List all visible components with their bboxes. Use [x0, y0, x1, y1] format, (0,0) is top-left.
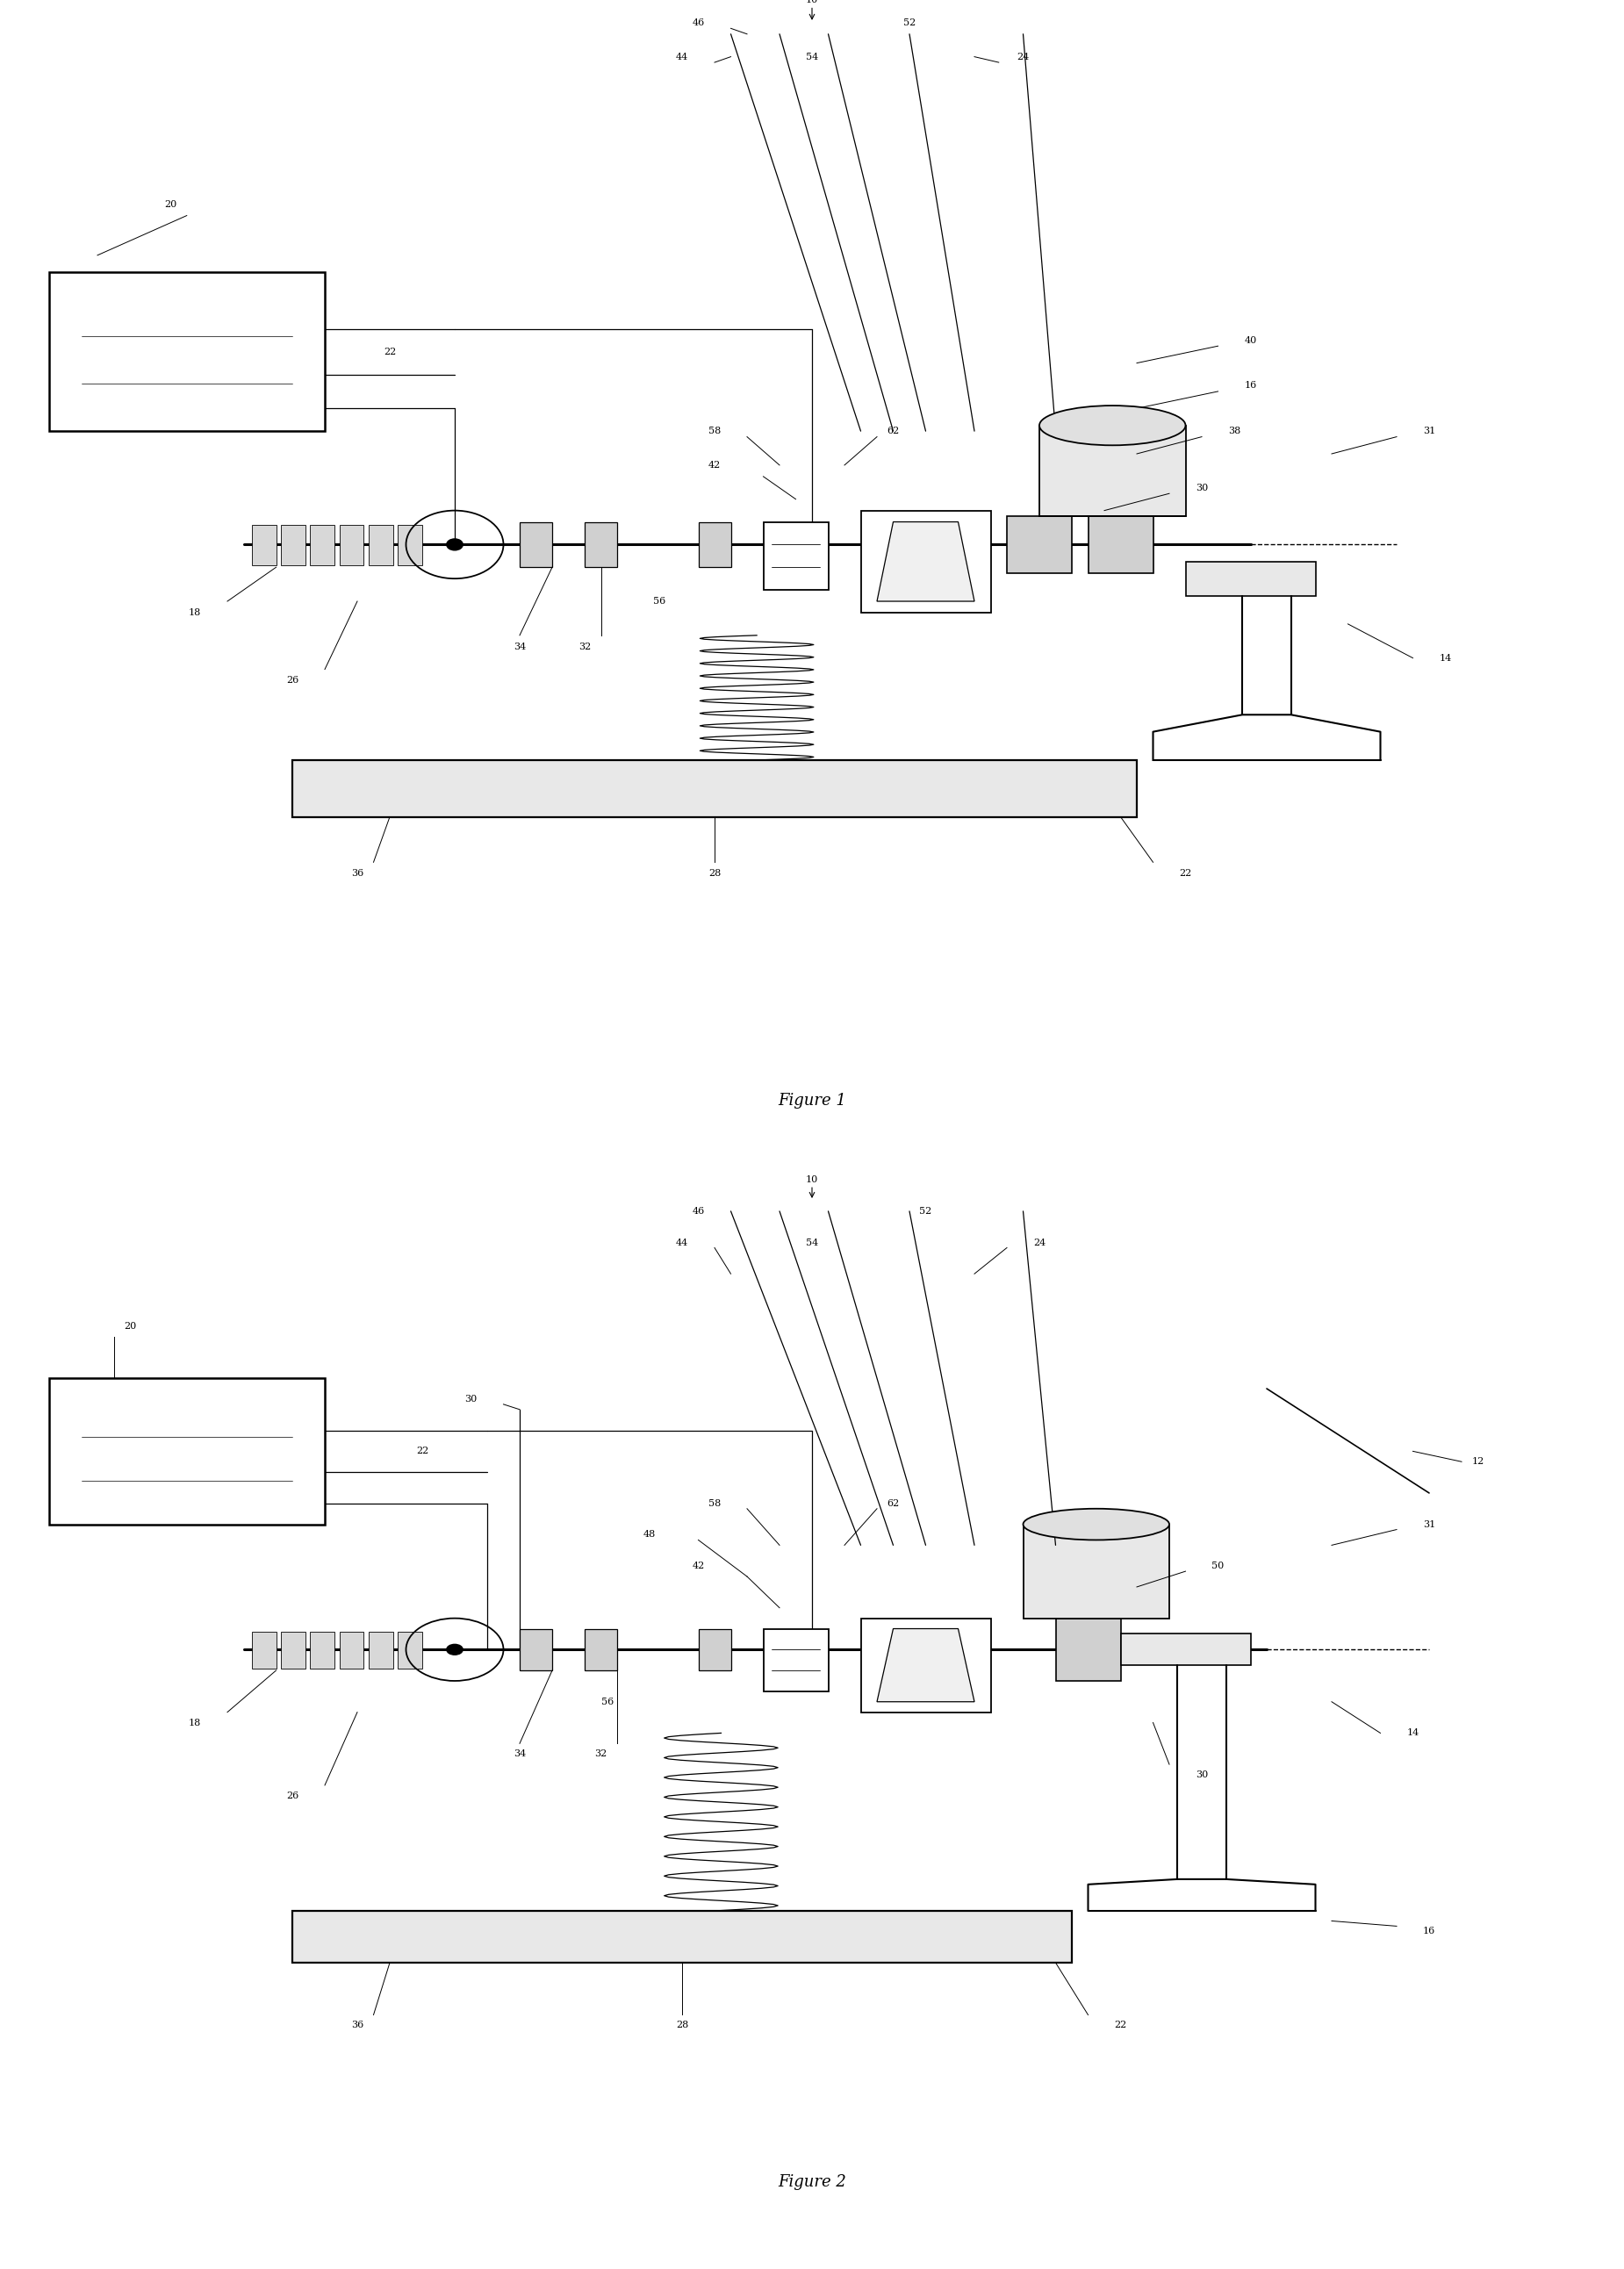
Bar: [1088, 517, 1153, 574]
Text: 22: 22: [416, 1448, 429, 1457]
Text: 30: 30: [464, 1395, 477, 1405]
Text: Figure 1: Figure 1: [778, 1094, 846, 1107]
Bar: [339, 526, 364, 565]
Bar: [1056, 1618, 1121, 1681]
Bar: [281, 526, 305, 565]
Bar: [1023, 1525, 1169, 1618]
Text: 58: 58: [708, 1500, 721, 1509]
Text: 58: 58: [708, 427, 721, 436]
Circle shape: [447, 540, 463, 551]
Polygon shape: [877, 1629, 974, 1702]
Text: 14: 14: [1406, 1729, 1419, 1738]
Bar: [585, 1629, 617, 1670]
Text: 22: 22: [383, 347, 396, 356]
Text: 24: 24: [1033, 1239, 1046, 1248]
Bar: [398, 1631, 422, 1668]
Text: 31: 31: [1423, 1520, 1436, 1529]
Circle shape: [447, 1645, 463, 1654]
Text: 36: 36: [351, 869, 364, 878]
Text: 20: 20: [123, 1321, 136, 1330]
Text: 32: 32: [578, 642, 591, 651]
Text: 28: 28: [708, 869, 721, 878]
Text: 62: 62: [887, 427, 900, 436]
Text: 10: 10: [806, 0, 818, 5]
Text: 16: 16: [1244, 381, 1257, 390]
Text: 26: 26: [286, 676, 299, 685]
Bar: [398, 526, 422, 565]
Bar: [252, 526, 276, 565]
Text: 18: 18: [188, 608, 201, 617]
Bar: [49, 272, 325, 431]
Text: 14: 14: [1439, 653, 1452, 663]
Bar: [520, 522, 552, 567]
Text: 26: 26: [286, 1790, 299, 1799]
Text: 31: 31: [1423, 427, 1436, 436]
Text: 22: 22: [1114, 2022, 1127, 2031]
Bar: [369, 526, 393, 565]
Text: 52: 52: [919, 1207, 932, 1216]
Bar: [698, 522, 731, 567]
Text: 32: 32: [594, 1749, 607, 1758]
Text: 46: 46: [692, 18, 705, 27]
Text: 36: 36: [351, 2022, 364, 2031]
Text: 50: 50: [1212, 1561, 1224, 1570]
Ellipse shape: [1023, 1509, 1169, 1541]
Bar: [49, 1377, 325, 1525]
Bar: [1039, 427, 1186, 517]
Text: 54: 54: [806, 1239, 818, 1248]
Text: 12: 12: [1471, 1457, 1484, 1466]
Bar: [252, 1631, 276, 1668]
Bar: [369, 1631, 393, 1668]
Bar: [698, 1629, 731, 1670]
Bar: [339, 1631, 364, 1668]
Text: 38: 38: [1228, 427, 1241, 436]
Text: 54: 54: [806, 52, 818, 61]
Bar: [310, 526, 335, 565]
Bar: [1121, 1634, 1250, 1665]
Text: 30: 30: [1195, 1770, 1208, 1779]
Bar: [861, 1618, 991, 1713]
Text: 10: 10: [806, 1175, 818, 1184]
Bar: [763, 1629, 828, 1690]
Ellipse shape: [1039, 406, 1186, 445]
Bar: [1186, 560, 1315, 597]
Bar: [292, 1910, 1072, 1963]
Text: 44: 44: [676, 1239, 689, 1248]
Text: Figure 2: Figure 2: [778, 2174, 846, 2190]
Bar: [310, 1631, 335, 1668]
Text: 20: 20: [164, 200, 177, 209]
Text: 46: 46: [692, 1207, 705, 1216]
Text: 40: 40: [1244, 336, 1257, 345]
Text: 34: 34: [513, 1749, 526, 1758]
Text: 16: 16: [1423, 1926, 1436, 1935]
Text: 42: 42: [708, 461, 721, 470]
Text: 22: 22: [1179, 869, 1192, 878]
Text: 34: 34: [513, 642, 526, 651]
Bar: [281, 1631, 305, 1668]
Text: 42: 42: [692, 1561, 705, 1570]
Text: 18: 18: [188, 1718, 201, 1727]
Text: 56: 56: [653, 597, 666, 606]
Text: 48: 48: [643, 1529, 656, 1538]
Bar: [292, 760, 1137, 817]
Bar: [1007, 517, 1072, 574]
Text: 30: 30: [1195, 483, 1208, 492]
Text: 24: 24: [1017, 52, 1030, 61]
Bar: [763, 522, 828, 590]
Text: 56: 56: [601, 1697, 614, 1706]
Bar: [520, 1629, 552, 1670]
Text: 44: 44: [676, 52, 689, 61]
Polygon shape: [877, 522, 974, 601]
Text: 52: 52: [903, 18, 916, 27]
Bar: [585, 522, 617, 567]
Text: 28: 28: [676, 2022, 689, 2031]
Bar: [861, 511, 991, 613]
Text: 62: 62: [887, 1500, 900, 1509]
